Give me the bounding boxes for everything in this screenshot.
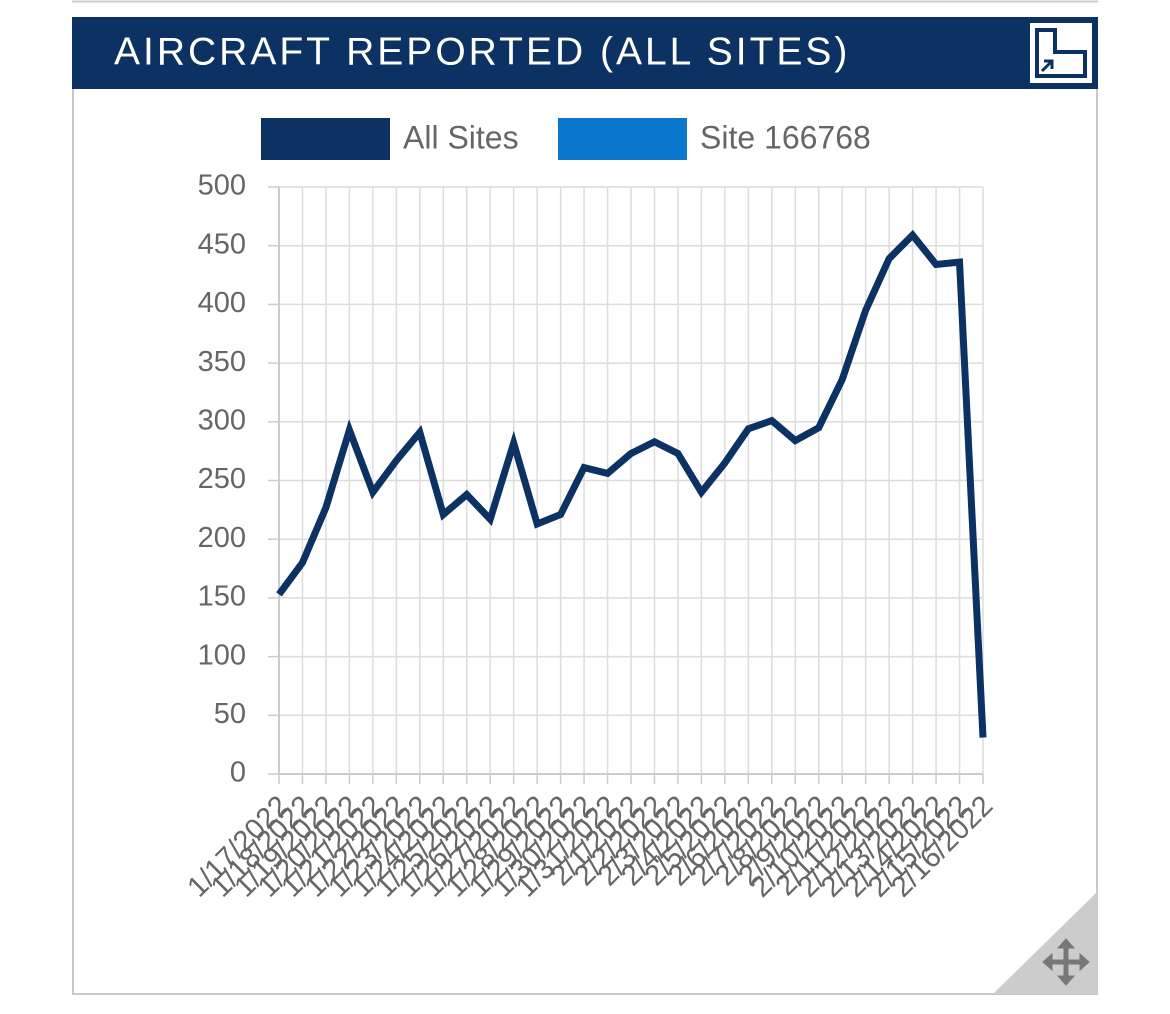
chart-title: AIRCRAFT REPORTED (ALL SITES) <box>114 30 850 73</box>
legend-swatch <box>558 118 687 160</box>
expand-arrow <box>1040 59 1054 73</box>
y-tick-label: 0 <box>230 757 246 789</box>
move-handle[interactable] <box>1042 938 1090 986</box>
legend-swatch <box>261 118 390 160</box>
y-tick-label: 150 <box>198 581 246 613</box>
y-tick-label: 500 <box>198 170 246 202</box>
resize-corner <box>993 892 1097 994</box>
y-tick-label: 50 <box>214 698 246 730</box>
expand-icon <box>1035 28 1087 78</box>
series-line <box>276 229 987 738</box>
y-tick-label: 250 <box>198 463 246 495</box>
legend-label: Site 166768 <box>700 119 871 155</box>
expand-button[interactable] <box>1030 23 1092 83</box>
y-tick-label: 200 <box>198 522 246 554</box>
move-icon-arrows <box>1042 938 1090 986</box>
y-tick-label: 400 <box>198 287 246 319</box>
y-tick-label: 300 <box>198 404 246 436</box>
y-tick-label: 450 <box>198 228 246 260</box>
panel-header <box>72 17 1098 89</box>
y-tick-label: 350 <box>198 346 246 378</box>
panel <box>72 17 1098 995</box>
legend-label: All Sites <box>403 119 519 155</box>
y-tick-label: 100 <box>198 639 246 671</box>
